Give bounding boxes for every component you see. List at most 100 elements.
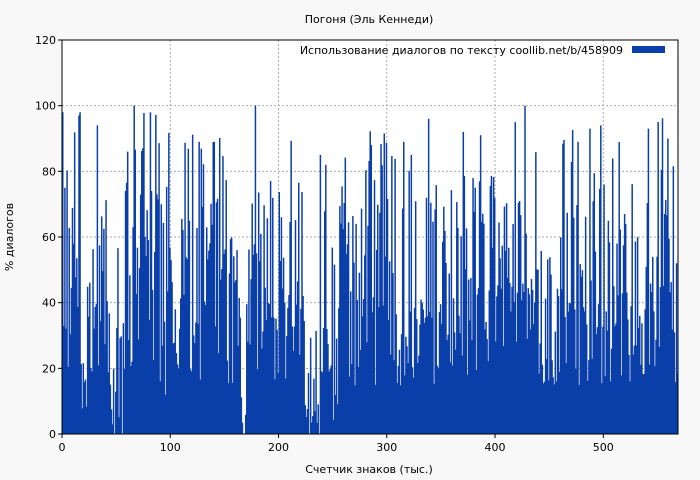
bar	[63, 326, 65, 434]
bar	[594, 251, 597, 434]
bar	[195, 322, 197, 434]
bar	[106, 301, 108, 434]
bar	[511, 286, 513, 434]
bar	[534, 302, 536, 434]
bar	[434, 209, 436, 434]
bar	[130, 366, 132, 434]
bar	[263, 205, 265, 434]
bar	[456, 202, 458, 434]
bar	[649, 283, 652, 434]
bar	[341, 186, 343, 434]
bar	[579, 264, 581, 434]
bar	[383, 133, 386, 434]
bar	[285, 378, 287, 434]
bar	[454, 349, 457, 434]
bar	[444, 230, 446, 434]
bar	[603, 184, 605, 434]
bar	[330, 365, 332, 434]
bar	[379, 212, 381, 434]
bar	[375, 249, 378, 434]
bar	[595, 334, 598, 434]
bar	[78, 115, 80, 435]
bar	[122, 323, 125, 434]
bar	[198, 141, 200, 435]
bar	[213, 141, 216, 435]
bar	[265, 320, 268, 434]
bar	[652, 256, 654, 434]
bar	[218, 137, 221, 434]
bar	[382, 305, 384, 434]
bar	[537, 269, 539, 434]
bar	[358, 272, 361, 434]
bar	[250, 279, 252, 434]
bar	[340, 223, 342, 434]
bar	[212, 141, 214, 434]
x-tick-label: 500	[593, 441, 614, 454]
bar	[104, 344, 106, 434]
bar	[188, 220, 191, 434]
bar	[143, 113, 145, 434]
bar	[553, 384, 555, 434]
bar	[404, 375, 406, 434]
bar	[262, 331, 264, 434]
bar	[409, 311, 411, 434]
bar	[290, 140, 292, 435]
bar	[659, 287, 662, 434]
bar	[82, 363, 85, 434]
bar	[446, 340, 448, 434]
bar	[138, 268, 141, 434]
bar	[509, 283, 511, 434]
bar	[407, 363, 409, 434]
bar	[154, 251, 156, 434]
bar	[504, 250, 507, 434]
bar	[619, 229, 622, 434]
bar	[159, 381, 161, 434]
bar	[283, 302, 286, 434]
bar	[522, 283, 524, 434]
bar	[123, 368, 126, 434]
x-tick-label: 400	[485, 441, 506, 454]
bar	[390, 354, 392, 434]
bar	[597, 304, 600, 434]
bar	[349, 291, 352, 434]
x-tick-label: 100	[160, 441, 181, 454]
bar	[348, 376, 351, 434]
bar	[538, 373, 540, 434]
bar	[662, 285, 665, 434]
bar	[118, 417, 120, 434]
bar	[87, 316, 90, 434]
bar	[657, 122, 659, 434]
bar	[544, 298, 547, 434]
bar	[85, 406, 88, 434]
y-tick-label: 60	[42, 231, 56, 244]
bar	[247, 341, 249, 434]
bar	[267, 303, 270, 434]
bar	[532, 324, 535, 434]
bar	[342, 229, 344, 434]
legend-swatch	[632, 46, 665, 53]
bar	[309, 337, 312, 434]
bar	[361, 316, 364, 434]
bar	[429, 311, 431, 434]
bar	[215, 202, 218, 434]
bar	[65, 328, 67, 434]
bar	[357, 367, 360, 434]
bar	[410, 154, 413, 434]
bar	[660, 169, 663, 434]
bar	[139, 194, 142, 434]
bar	[566, 212, 568, 434]
bar	[322, 327, 325, 434]
bar	[178, 328, 181, 434]
bar	[360, 208, 363, 434]
bar	[319, 154, 322, 434]
bar	[401, 208, 404, 434]
bar	[150, 190, 153, 434]
bar	[266, 218, 269, 434]
bar	[119, 338, 121, 434]
bar	[351, 363, 353, 434]
bar	[548, 380, 550, 434]
legend: Использование диалогов по тексту coollib…	[300, 44, 665, 57]
bar	[472, 178, 474, 434]
bar	[585, 324, 588, 434]
bar	[551, 360, 553, 434]
